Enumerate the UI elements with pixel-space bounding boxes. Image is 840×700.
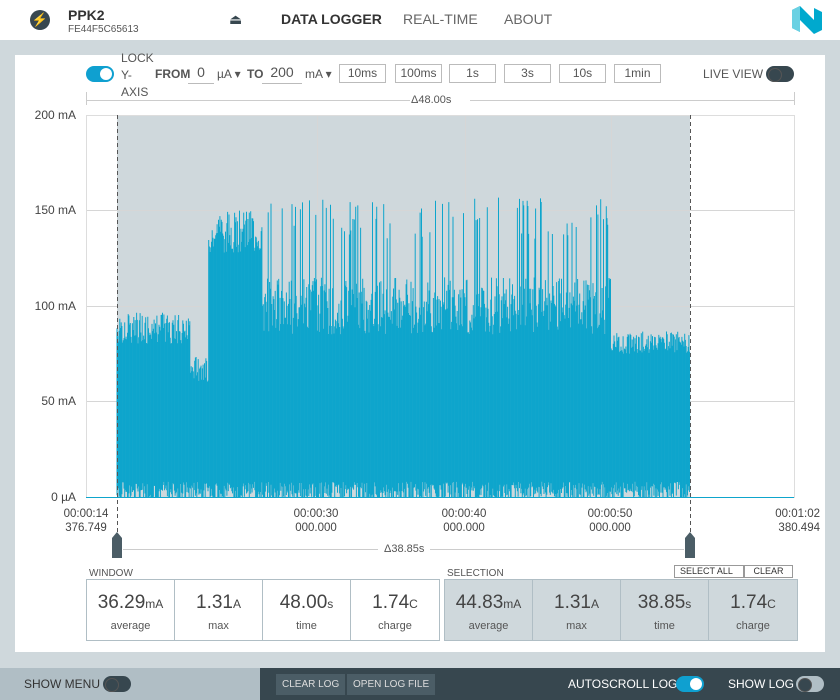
live-view-label: LIVE VIEW	[703, 67, 764, 81]
show-menu-label: SHOW MENU	[24, 677, 100, 691]
device-selector[interactable]: PPK2 FE44F5C65613	[68, 7, 139, 35]
autoscroll-log-label: AUTOSCROLL LOG	[568, 677, 678, 691]
tab-about[interactable]: ABOUT	[504, 11, 553, 27]
device-name: PPK2	[68, 7, 105, 23]
x-tick: 00:00:30 000.000	[293, 508, 339, 534]
window-10ms-button[interactable]: 10ms	[339, 64, 386, 83]
clear-selection-button[interactable]: CLEAR	[744, 565, 793, 578]
window-1min-button[interactable]: 1min	[614, 64, 661, 83]
autoscroll-log-toggle[interactable]	[676, 676, 704, 692]
lock-y-axis-toggle[interactable]	[86, 66, 114, 82]
header: ⚡ PPK2 FE44F5C65613 ⏏ DATA LOGGER REAL-T…	[0, 0, 840, 40]
eject-icon[interactable]: ⏏	[229, 11, 243, 27]
end-handle-icon	[685, 532, 695, 558]
open-log-file-button[interactable]: OPEN LOG FILE	[347, 674, 436, 695]
to-unit-dropdown[interactable]: mA ▾	[305, 67, 332, 81]
window-100ms-button[interactable]: 100ms	[395, 64, 442, 83]
selection-stats: 44.83mA average 1.31A max 38.85s time 1.74C…	[444, 579, 798, 641]
tab-real-time[interactable]: REAL-TIME	[403, 11, 478, 27]
show-menu-toggle[interactable]	[103, 676, 131, 692]
device-serial: FE44F5C65613	[68, 24, 139, 35]
live-view-toggle[interactable]	[766, 66, 794, 82]
y-tick: 150 mA	[34, 203, 76, 217]
window-3s-button[interactable]: 3s	[504, 64, 551, 83]
window-title: WINDOW	[89, 568, 133, 579]
window-stats: 36.29mA average 1.31A max 48.00s time 1.74C…	[86, 579, 440, 641]
nordic-logo-icon	[792, 6, 822, 34]
to-input[interactable]: 200	[262, 64, 302, 84]
from-label: FROM	[155, 67, 191, 81]
window-delta: Δ48.00s	[411, 94, 452, 106]
lock-y-axis-label: LOCK Y- AXIS	[121, 51, 154, 99]
y-tick: 0 µA	[51, 490, 76, 504]
select-all-button[interactable]: SELECT ALL	[674, 565, 744, 578]
y-tick: 50 mA	[41, 394, 76, 408]
from-input[interactable]: 0	[188, 64, 214, 84]
window-1s-button[interactable]: 1s	[449, 64, 496, 83]
tab-data-logger[interactable]: DATA LOGGER	[281, 11, 382, 27]
show-log-toggle[interactable]	[796, 676, 824, 692]
selection-handles[interactable]	[112, 532, 695, 558]
y-tick: 200 mA	[34, 108, 76, 122]
start-handle-icon	[112, 532, 122, 558]
selection-title: SELECTION	[447, 568, 504, 579]
window-10s-button[interactable]: 10s	[559, 64, 606, 83]
current-trace	[116, 197, 691, 497]
y-tick: 100 mA	[34, 299, 76, 313]
bolt-icon[interactable]: ⚡	[30, 10, 50, 30]
to-label: TO	[247, 67, 264, 81]
x-tick: 00:00:50 000.000	[587, 508, 633, 534]
x-tick: 00:00:40 000.000	[441, 508, 487, 534]
selection-delta: Δ38.85s	[384, 543, 425, 555]
show-log-label: SHOW LOG	[728, 677, 795, 691]
x-tick-start: 00:00:14 376.749	[63, 508, 109, 534]
from-unit-dropdown[interactable]: µA ▾	[217, 67, 241, 81]
clear-log-button[interactable]: CLEAR LOG	[276, 674, 346, 695]
x-tick-end: 00:01:02 380.494	[775, 508, 820, 534]
